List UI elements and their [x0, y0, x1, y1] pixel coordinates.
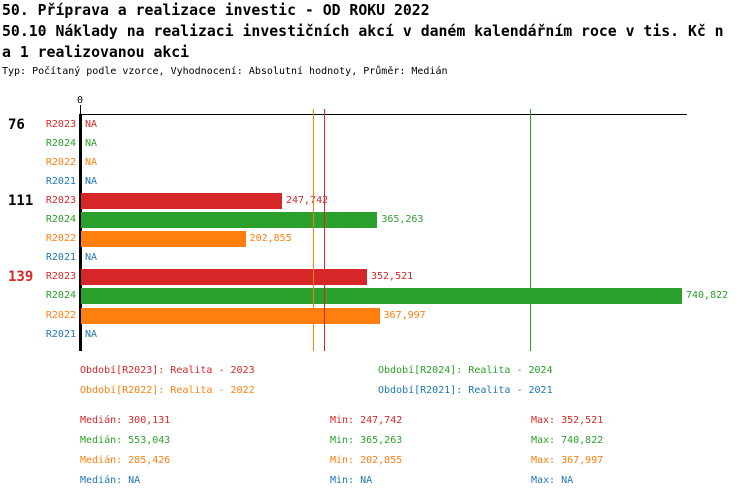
bar-na-label: NA — [85, 252, 98, 264]
series-row-label: R2021 — [45, 252, 76, 264]
series-row-label: R2022 — [45, 309, 76, 321]
bar-value-label: 247,742 — [285, 195, 329, 207]
median-line-r2022 — [313, 109, 314, 351]
bar-value-label: 365,263 — [381, 214, 424, 226]
report-title-line2: 50.10 Náklady na realizaci investičních … — [2, 23, 724, 40]
stat-min-r2021: Min: NA — [330, 475, 373, 486]
stat-max-r2022: Max: 367,997 — [531, 455, 604, 466]
legend-item-r2023: Období[R2023]: Realita - 2023 — [80, 365, 255, 376]
bar-na-label: NA — [85, 328, 98, 340]
median-line-r2023 — [324, 109, 325, 351]
bar-r2024 — [81, 212, 378, 229]
bar-value-label: 352,521 — [370, 271, 414, 283]
bar-r2023 — [81, 193, 282, 210]
report-title-line1: 50. Příprava a realizace investic - OD R… — [2, 2, 430, 19]
stat-median-r2023: Medián: 300,131 — [80, 415, 171, 426]
bar-na-label: NA — [85, 119, 98, 130]
series-row-label: R2023 — [45, 119, 76, 130]
report-meta-line: Typ: Počítaný podle vzorce, Vyhodnocení:… — [2, 66, 448, 77]
stat-max-r2024: Max: 740,822 — [531, 435, 604, 446]
stat-min-r2022: Min: 202,855 — [330, 455, 403, 466]
bar-value-label: 367,997 — [383, 309, 426, 321]
axis-zero-label: 0 — [77, 95, 84, 106]
bar-na-label: NA — [85, 176, 98, 188]
bar-value-label: 740,822 — [686, 290, 729, 302]
group-label: 76 — [8, 117, 25, 133]
bar-value-label: 202,855 — [249, 233, 292, 245]
series-row-label: R2021 — [45, 176, 76, 188]
stat-median-r2024: Medián: 553,043 — [80, 435, 171, 446]
group-label: 139 — [8, 269, 34, 286]
bar-r2022 — [81, 307, 380, 324]
stat-max-r2023: Max: 352,521 — [531, 415, 604, 426]
y-axis-line — [79, 114, 82, 351]
series-row-label: R2024 — [45, 214, 76, 226]
series-row-label: R2024 — [45, 138, 76, 150]
series-row-label: R2023 — [45, 271, 76, 283]
series-row-label: R2022 — [45, 233, 76, 245]
bar-na-label: NA — [85, 157, 98, 169]
series-row-label: R2021 — [45, 328, 76, 340]
report-title-line3: a 1 realizovanou akci — [2, 44, 190, 61]
axis-zero-tick — [80, 105, 81, 114]
stat-max-r2021: Max: NA — [531, 475, 574, 486]
median-line-r2024 — [530, 109, 531, 351]
bar-na-label: NA — [85, 138, 98, 150]
bar-r2022 — [81, 231, 246, 248]
legend-item-r2024: Období[R2024]: Realita - 2024 — [378, 365, 553, 376]
series-row-label: R2022 — [45, 157, 76, 169]
group-label: 111 — [8, 193, 34, 210]
stat-min-r2024: Min: 365,263 — [330, 435, 403, 446]
series-row-label: R2024 — [45, 290, 76, 302]
stat-median-r2021: Medián: NA — [80, 475, 141, 486]
x-axis-line — [80, 114, 687, 115]
bar-r2023 — [81, 269, 367, 286]
stat-median-r2022: Medián: 285,426 — [80, 455, 171, 466]
series-row-label: R2023 — [45, 195, 76, 207]
legend-item-r2021: Období[R2021]: Realita - 2021 — [378, 385, 553, 396]
bar-r2024 — [81, 288, 682, 305]
stat-min-r2023: Min: 247,742 — [330, 415, 403, 426]
legend-item-r2022: Období[R2022]: Realita - 2022 — [80, 385, 255, 396]
